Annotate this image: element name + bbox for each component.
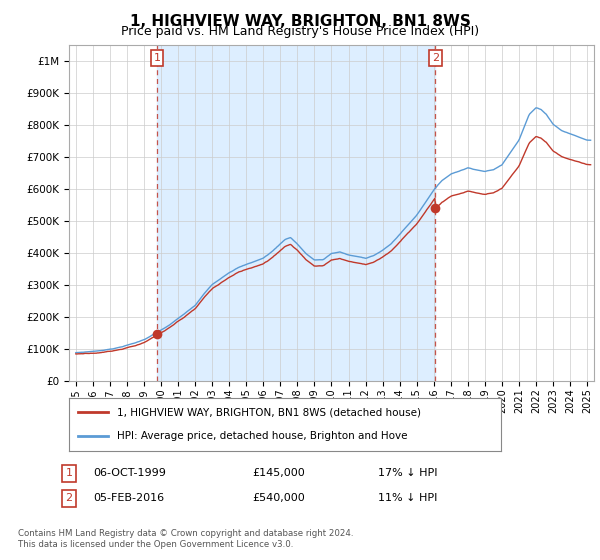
Text: 1, HIGHVIEW WAY, BRIGHTON, BN1 8WS: 1, HIGHVIEW WAY, BRIGHTON, BN1 8WS — [130, 14, 470, 29]
Text: £145,000: £145,000 — [252, 468, 305, 478]
Text: Price paid vs. HM Land Registry's House Price Index (HPI): Price paid vs. HM Land Registry's House … — [121, 25, 479, 38]
Text: 1, HIGHVIEW WAY, BRIGHTON, BN1 8WS (detached house): 1, HIGHVIEW WAY, BRIGHTON, BN1 8WS (deta… — [116, 408, 421, 418]
Text: 11% ↓ HPI: 11% ↓ HPI — [378, 493, 437, 503]
Text: 1: 1 — [154, 53, 161, 63]
Text: 1: 1 — [65, 468, 73, 478]
Text: 17% ↓ HPI: 17% ↓ HPI — [378, 468, 437, 478]
Text: £540,000: £540,000 — [252, 493, 305, 503]
Bar — [157, 45, 436, 381]
Text: 06-OCT-1999: 06-OCT-1999 — [93, 468, 166, 478]
Text: 2: 2 — [432, 53, 439, 63]
Text: 05-FEB-2016: 05-FEB-2016 — [93, 493, 164, 503]
Text: HPI: Average price, detached house, Brighton and Hove: HPI: Average price, detached house, Brig… — [116, 431, 407, 441]
Text: Contains HM Land Registry data © Crown copyright and database right 2024.
This d: Contains HM Land Registry data © Crown c… — [18, 529, 353, 549]
Text: 2: 2 — [65, 493, 73, 503]
